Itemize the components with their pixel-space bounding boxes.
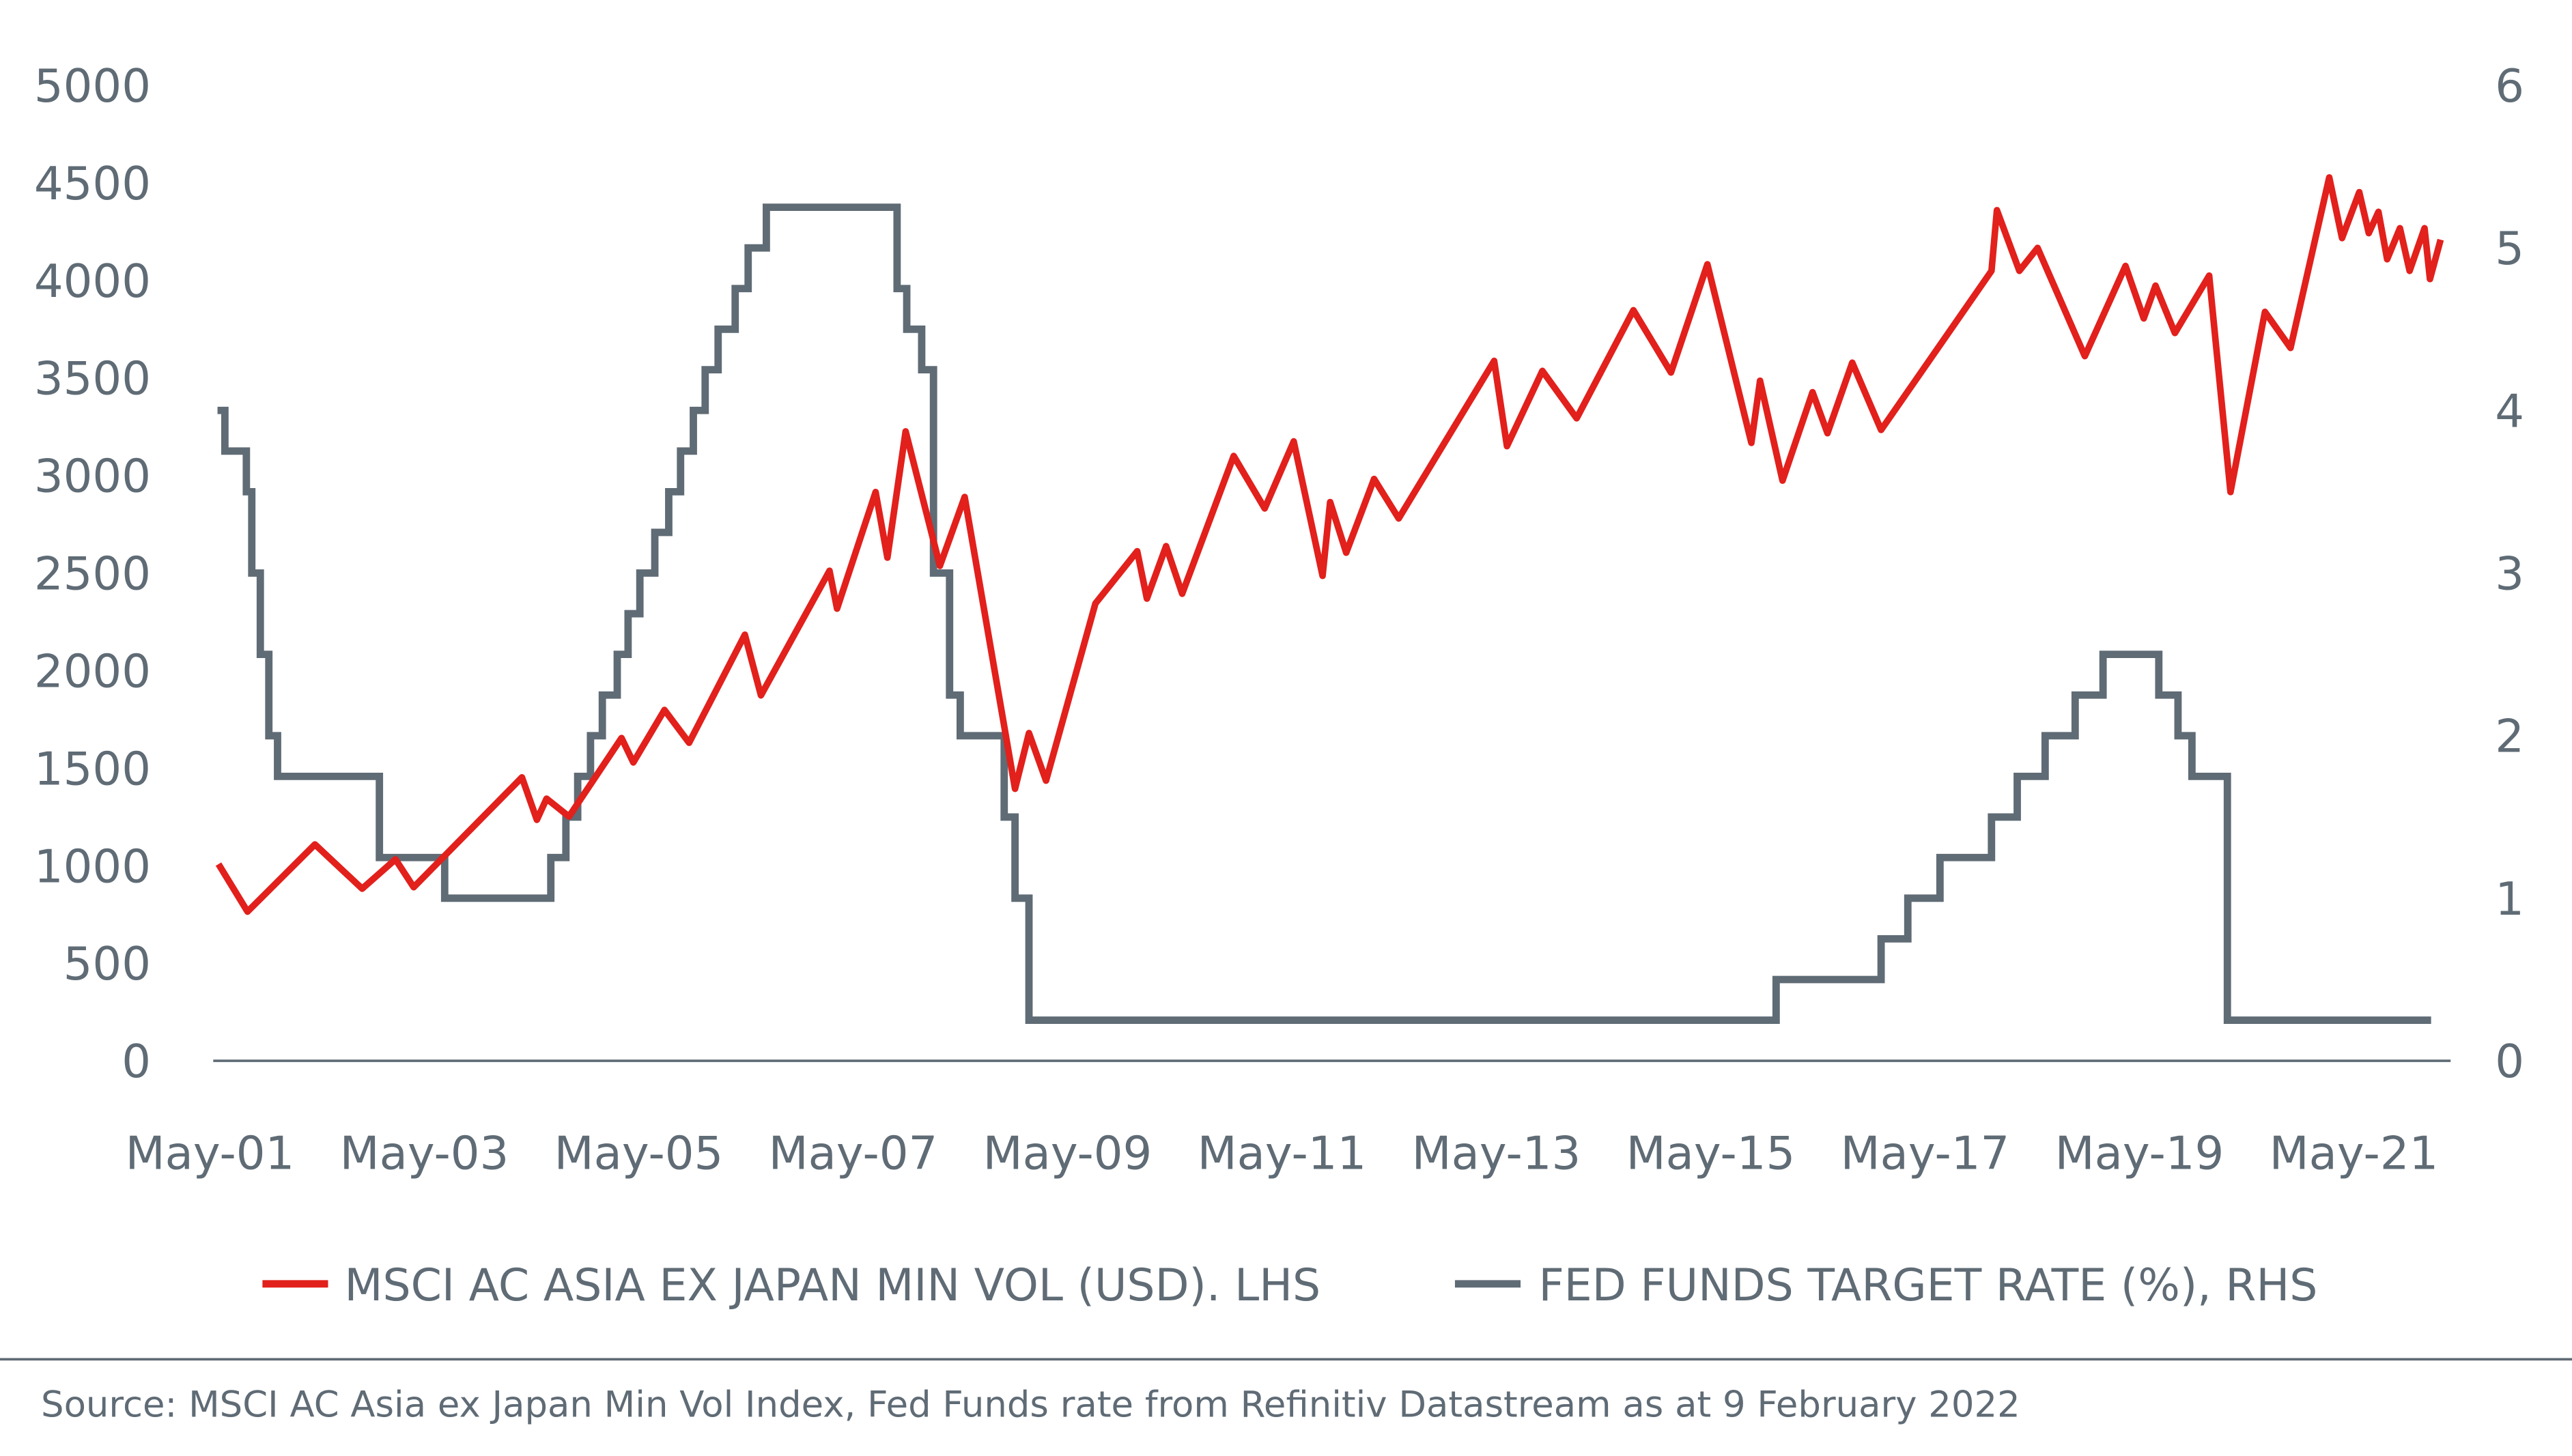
x-tick-label: May-03 bbox=[340, 1127, 509, 1180]
x-tick-label: May-21 bbox=[2270, 1127, 2439, 1180]
legend-msci-label: MSCI AC ASIA EX JAPAN MIN VOL (USD). LHS bbox=[345, 1260, 1321, 1311]
right-tick-label: 2 bbox=[2495, 710, 2524, 763]
left-tick-label: 3000 bbox=[34, 450, 151, 503]
left-tick-label: 1500 bbox=[34, 742, 151, 795]
left-tick-label: 2500 bbox=[34, 547, 151, 601]
x-axis-ticks: May-01 May-03 May-05 May-07 May-09 May-11 May-… bbox=[126, 1127, 2439, 1180]
right-tick-label: 1 bbox=[2495, 872, 2524, 926]
left-tick-label: 4500 bbox=[34, 157, 151, 210]
source-note: Source: MSCI AC Asia ex Japan Min Vol In… bbox=[41, 1384, 2020, 1425]
x-tick-label: May-09 bbox=[983, 1127, 1153, 1180]
legend-fed-label: FED FUNDS TARGET RATE (%), RHS bbox=[1538, 1260, 2317, 1311]
right-tick-label: 5 bbox=[2495, 222, 2524, 275]
right-axis-ticks: 0 1 2 3 4 5 6 bbox=[2495, 59, 2524, 1088]
msci-index-line bbox=[215, 174, 2444, 915]
right-tick-label: 0 bbox=[2495, 1035, 2524, 1088]
left-tick-label: 1000 bbox=[34, 840, 151, 893]
left-tick-label: 3500 bbox=[34, 352, 151, 405]
right-tick-label: 4 bbox=[2495, 384, 2524, 438]
x-tick-label: May-05 bbox=[554, 1127, 724, 1180]
legend: MSCI AC ASIA EX JAPAN MIN VOL (USD). LHS… bbox=[262, 1260, 2317, 1311]
x-tick-label: May-17 bbox=[1841, 1127, 2010, 1180]
x-tick-label: May-15 bbox=[1626, 1127, 1796, 1180]
fed-funds-rate-line bbox=[217, 203, 2431, 1024]
left-tick-label: 0 bbox=[122, 1035, 151, 1088]
left-tick-label: 2000 bbox=[34, 644, 151, 698]
x-tick-label: May-13 bbox=[1412, 1127, 1581, 1180]
x-tick-label: May-11 bbox=[1198, 1127, 1367, 1180]
x-tick-label: May-01 bbox=[126, 1127, 295, 1180]
left-axis-ticks: 0 500 1000 1500 2000 2500 3000 3500 4000 4500 5000 bbox=[34, 59, 151, 1088]
x-tick-label: May-19 bbox=[2055, 1127, 2224, 1180]
left-tick-label: 5000 bbox=[34, 59, 151, 113]
left-tick-label: 4000 bbox=[34, 255, 151, 308]
x-tick-label: May-07 bbox=[769, 1127, 938, 1180]
right-tick-label: 3 bbox=[2495, 547, 2524, 601]
right-tick-label: 6 bbox=[2495, 59, 2524, 113]
left-tick-label: 500 bbox=[63, 937, 151, 990]
